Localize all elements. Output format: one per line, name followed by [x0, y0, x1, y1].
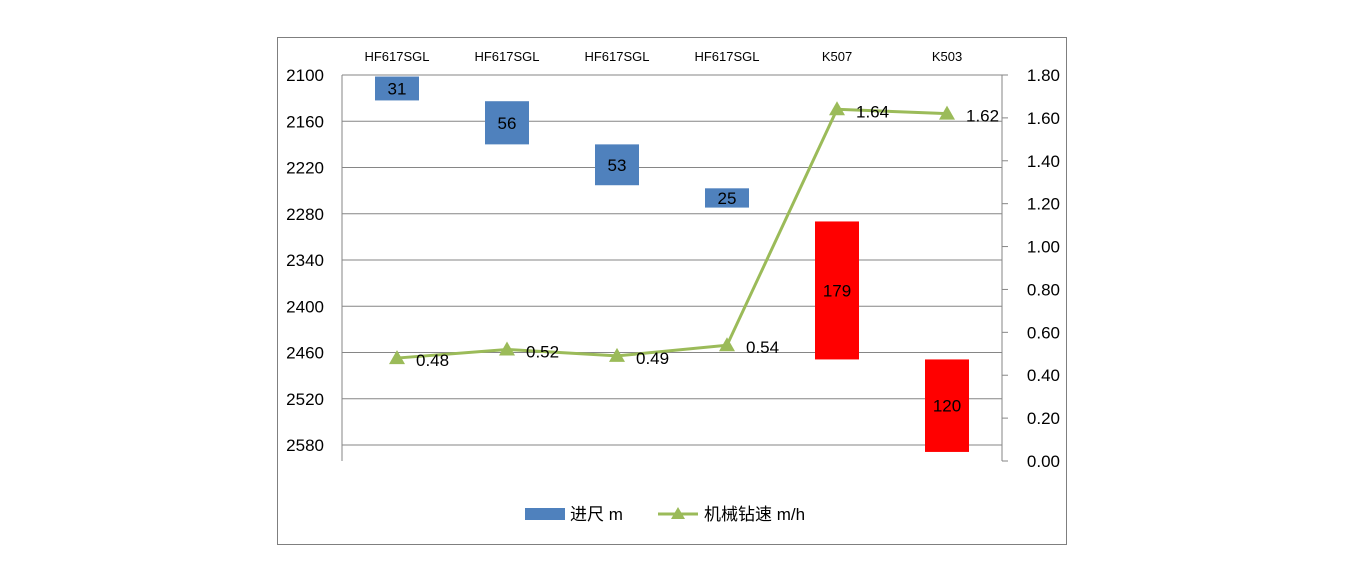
- right-tick-label: 0.20: [1027, 409, 1060, 428]
- line-value-label: 0.48: [416, 351, 449, 370]
- line-marker: [389, 350, 405, 365]
- left-tick-label: 2460: [286, 344, 324, 363]
- left-tick-label: 2280: [286, 205, 324, 224]
- line-value-label: 0.49: [636, 349, 669, 368]
- right-tick-label: 1.40: [1027, 152, 1060, 171]
- left-tick-label: 2100: [286, 66, 324, 85]
- bar-value-label: 179: [823, 281, 851, 300]
- right-tick-label: 0.80: [1027, 280, 1060, 299]
- left-tick-label: 2160: [286, 112, 324, 131]
- bar-series: [375, 76, 969, 452]
- legend-bar-label: 进尺 m: [570, 505, 623, 524]
- category-label: HF617SGL: [474, 49, 539, 64]
- bar-value-label: 31: [388, 79, 407, 98]
- line-marker: [939, 105, 955, 120]
- right-tick-label: 0.60: [1027, 323, 1060, 342]
- right-tick-label: 1.20: [1027, 195, 1060, 214]
- gridlines: [342, 74, 1002, 446]
- left-tick-label: 2400: [286, 297, 324, 316]
- bar-value-label: 120: [933, 397, 961, 416]
- category-label: K503: [932, 49, 962, 64]
- right-tick-label: 1.80: [1027, 66, 1060, 85]
- line-marker: [829, 101, 845, 116]
- chart-frame: [277, 37, 1067, 545]
- labels: 31 56 53 25 179 120 0.48 0.52 0.49 0.54 1.64 1.62: [388, 79, 1000, 415]
- right-tick-label: 0.00: [1027, 452, 1060, 471]
- legend-bar-swatch: [525, 508, 565, 520]
- legend: 进尺 m 机械钻速 m/h: [525, 505, 805, 524]
- category-label: HF617SGL: [364, 49, 429, 64]
- line-marker: [719, 337, 735, 352]
- right-tick-label: 0.40: [1027, 366, 1060, 385]
- bar: [485, 101, 529, 145]
- left-tick-label: 2520: [286, 390, 324, 409]
- line-value-label: 0.52: [526, 342, 559, 361]
- speed-line: [396, 107, 948, 360]
- bar-value-label: 53: [608, 156, 627, 175]
- bar: [595, 144, 639, 186]
- category-label: HF617SGL: [584, 49, 649, 64]
- left-tick-label: 2340: [286, 251, 324, 270]
- bar: [925, 359, 969, 452]
- right-tick-label: 1.60: [1027, 109, 1060, 128]
- bar-value-label: 25: [718, 189, 737, 208]
- bar: [375, 76, 419, 101]
- line-value-label: 0.54: [746, 338, 779, 357]
- bar: [815, 221, 859, 360]
- left-tick-label: 2220: [286, 159, 324, 178]
- category-label: K507: [822, 49, 852, 64]
- category-label: HF617SGL: [694, 49, 759, 64]
- left-tick-label: 2580: [286, 436, 324, 455]
- bar-value-label: 56: [498, 114, 517, 133]
- legend-triangle-icon: [671, 507, 685, 519]
- line-marker: [609, 347, 625, 362]
- line-series: [389, 101, 955, 365]
- legend-line-label: 机械钻速 m/h: [704, 505, 805, 524]
- line-marker: [499, 341, 515, 356]
- bar: [705, 188, 749, 208]
- right-tick-label: 1.00: [1027, 238, 1060, 257]
- line-value-label: 1.64: [856, 102, 889, 121]
- axes: 2100 2160 2220 2280 2340 2400 2460 2520 2580 1.80…: [286, 49, 1060, 471]
- line-value-label: 1.62: [966, 107, 999, 126]
